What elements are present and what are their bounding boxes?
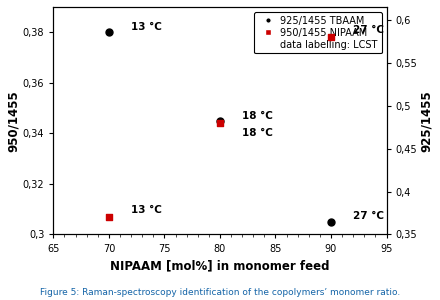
Text: 13 °C: 13 °C (131, 22, 162, 32)
Text: Figure 5: Raman-spectroscopy identification of the copolymers’ monomer ratio.: Figure 5: Raman-spectroscopy identificat… (40, 288, 400, 297)
Y-axis label: 925/1455: 925/1455 (420, 90, 433, 152)
Legend: 925/1455 TBAAM, 950/1455 NIPAAM, data labelling: LCST: 925/1455 TBAAM, 950/1455 NIPAAM, data la… (254, 12, 381, 53)
X-axis label: NIPAAM [mol%] in monomer feed: NIPAAM [mol%] in monomer feed (110, 259, 330, 272)
Text: 27 °C: 27 °C (353, 25, 384, 35)
Point (105, 215, 112, 220)
Text: 18 °C: 18 °C (242, 128, 273, 138)
Text: 18 °C: 18 °C (242, 111, 273, 121)
Text: 13 °C: 13 °C (131, 205, 162, 215)
Point (216, 118, 224, 123)
Point (327, 34, 334, 39)
Point (327, 219, 334, 224)
Y-axis label: 950/1455: 950/1455 (7, 90, 20, 152)
Text: 27 °C: 27 °C (353, 211, 384, 221)
Point (105, 30, 112, 34)
Point (216, 121, 224, 125)
